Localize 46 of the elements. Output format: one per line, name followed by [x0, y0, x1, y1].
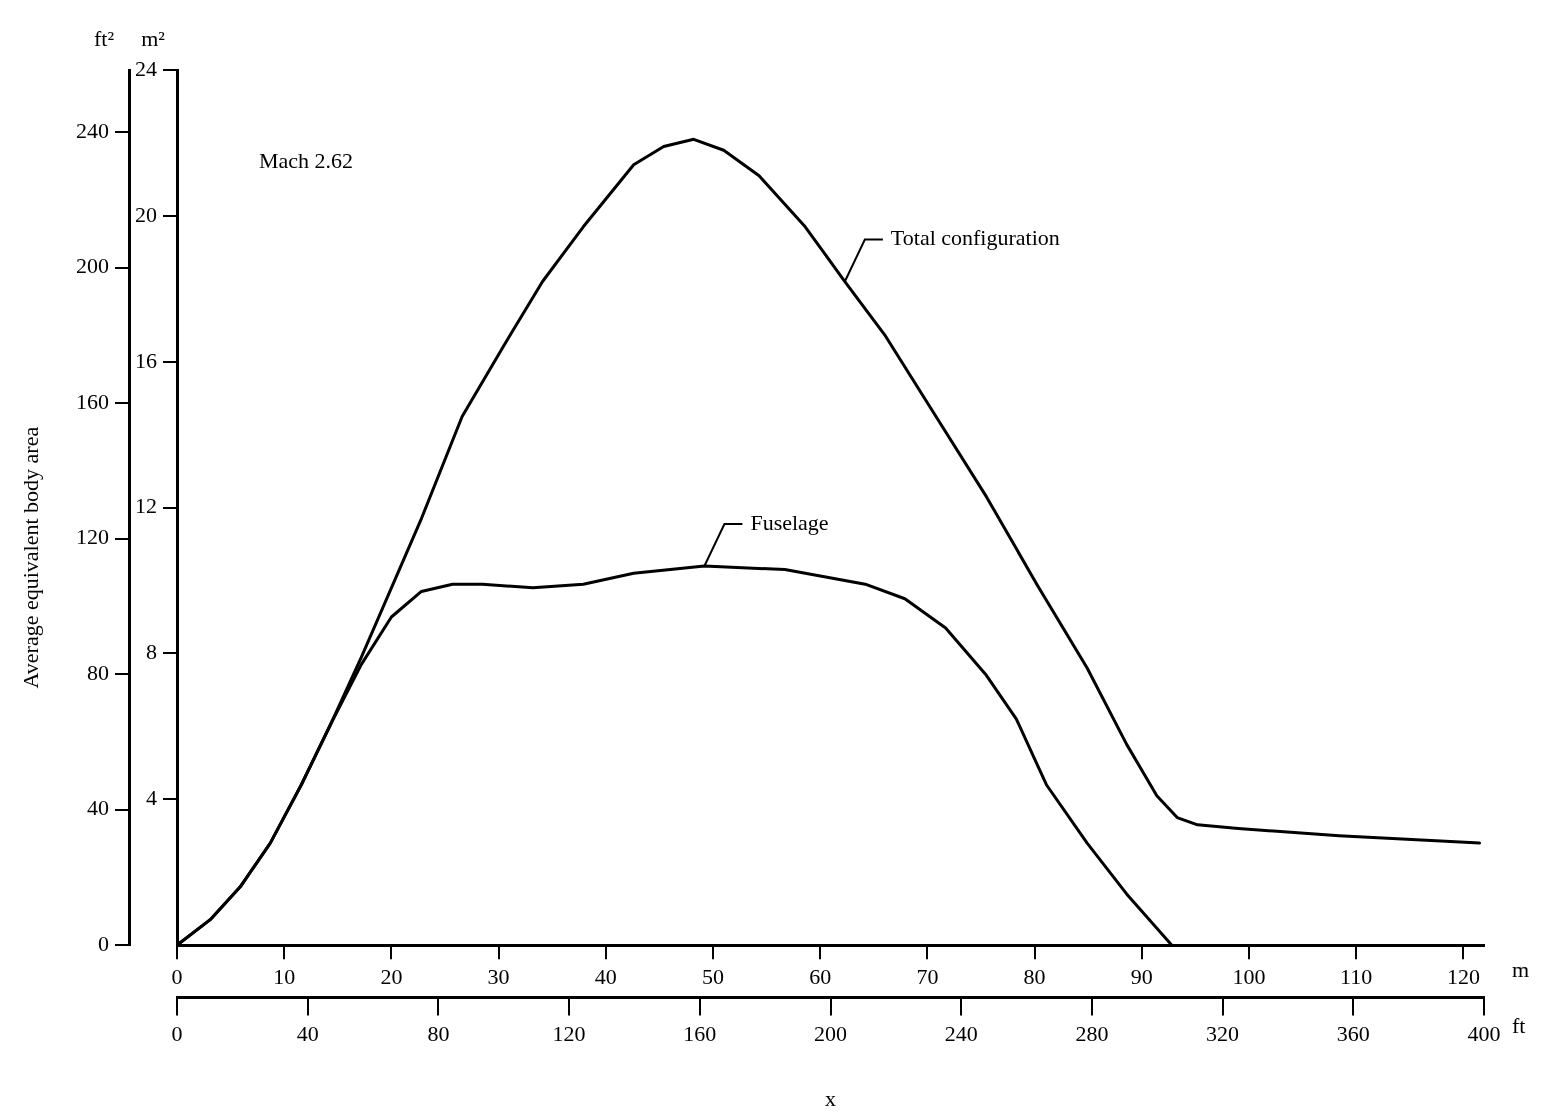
y-tick-label: 16: [135, 347, 157, 373]
x-tick-label: 40: [594, 964, 617, 990]
x-tick-label: 110: [1340, 964, 1373, 990]
x-tick-label: 70: [916, 964, 939, 990]
x-tick-label: 120: [1446, 964, 1480, 990]
x2-tick-label: 120: [552, 1020, 586, 1046]
x2-tick-label: 360: [1336, 1020, 1370, 1046]
y2-tick-label: 40: [87, 795, 109, 821]
x-tick-label: 60: [809, 964, 832, 990]
x-tick-label: 30: [487, 964, 510, 990]
x2-tick-label: 200: [814, 1020, 847, 1046]
x-tick-label: 20: [380, 964, 403, 990]
annotation: Mach 2.62: [259, 147, 354, 173]
x2-tick-label: 280: [1075, 1020, 1109, 1046]
text: x: [825, 1085, 836, 1111]
x2-tick-label: 240: [944, 1020, 978, 1046]
y-tick-label: 8: [146, 639, 157, 665]
x-tick-label: 10: [273, 964, 296, 990]
x-axis-title: m: [1512, 956, 1530, 982]
y2-tick-label: 160: [76, 388, 109, 414]
x2-tick-label: 40: [296, 1020, 319, 1046]
x2-tick-label: 80: [427, 1020, 450, 1046]
y-tick-label: 4: [146, 785, 157, 811]
y2-tick-label: 200: [76, 253, 109, 279]
x-tick-label: 80: [1023, 964, 1046, 990]
x2-tick-label: 0: [171, 1020, 183, 1046]
x-tick-label: 90: [1130, 964, 1153, 990]
y2-axis-title: ft²: [93, 25, 115, 51]
x2-tick-label: 320: [1206, 1020, 1240, 1046]
x-tick-label: 100: [1232, 964, 1266, 990]
y-axis-title: m²: [141, 25, 166, 51]
x2-tick-label: 160: [683, 1020, 717, 1046]
x2-tick-label: 400: [1467, 1020, 1501, 1046]
text: Total configuration: [890, 225, 1060, 251]
y2-tick-label: 80: [87, 659, 109, 685]
y2-tick-label: 0: [98, 930, 109, 956]
x-tick-label: 50: [702, 964, 725, 990]
text: Average equivalent body area: [17, 426, 43, 689]
y-tick-label: 24: [135, 55, 157, 81]
y-tick-label: 12: [135, 493, 157, 519]
y2-tick-label: 240: [76, 117, 109, 143]
y2-tick-label: 120: [76, 524, 109, 550]
y-tick-label: 20: [135, 201, 157, 227]
x2-axis-title: ft: [1512, 1013, 1526, 1039]
x-tick-label: 0: [171, 964, 183, 990]
series-label: Fuselage: [750, 509, 829, 535]
